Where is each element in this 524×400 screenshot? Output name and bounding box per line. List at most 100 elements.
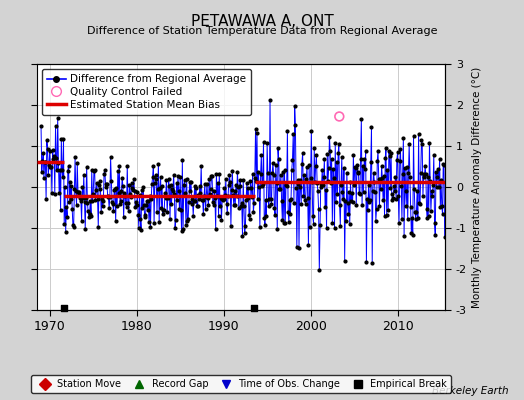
Point	[330, 174, 338, 181]
Point	[222, 201, 231, 207]
Point	[343, 170, 351, 176]
Point	[264, 170, 272, 176]
Point	[245, 212, 253, 218]
Point	[339, 196, 347, 202]
Point	[394, 193, 402, 199]
Point	[435, 156, 444, 162]
Point	[220, 196, 228, 202]
Point	[262, 213, 270, 219]
Point	[54, 159, 62, 166]
Point	[254, 196, 262, 202]
Point	[115, 163, 124, 170]
Point	[235, 205, 243, 212]
Point	[411, 216, 420, 222]
Point	[337, 154, 346, 160]
Point	[295, 244, 303, 251]
Point	[320, 156, 329, 162]
Point	[154, 161, 162, 167]
Point	[56, 167, 64, 174]
Legend: Station Move, Record Gap, Time of Obs. Change, Empirical Break: Station Move, Record Gap, Time of Obs. C…	[31, 375, 451, 393]
Point	[385, 148, 393, 154]
Point	[230, 202, 238, 208]
Point	[421, 163, 429, 170]
Point	[69, 222, 77, 229]
Point	[110, 208, 118, 214]
Point	[395, 220, 403, 226]
Point	[104, 193, 112, 200]
Point	[406, 173, 414, 180]
Point	[241, 223, 249, 230]
Point	[180, 177, 189, 183]
Point	[142, 202, 150, 208]
Point	[148, 174, 157, 180]
Point	[269, 172, 278, 178]
Point	[342, 218, 351, 224]
Point	[76, 195, 84, 202]
Point	[167, 201, 176, 208]
Point	[375, 202, 384, 209]
Point	[250, 200, 258, 206]
Point	[307, 175, 315, 181]
Point	[184, 199, 193, 206]
Point	[180, 182, 188, 188]
Point	[196, 190, 205, 196]
Point	[67, 196, 75, 202]
Point	[284, 209, 292, 216]
Point	[398, 171, 407, 177]
Point	[179, 226, 187, 232]
Point	[188, 200, 196, 207]
Point	[218, 196, 226, 202]
Point	[270, 204, 279, 211]
Point	[47, 164, 56, 170]
Point	[299, 192, 308, 199]
Point	[62, 204, 71, 211]
Point	[401, 188, 410, 194]
Point	[430, 151, 438, 158]
Point	[362, 259, 370, 265]
Point	[151, 172, 160, 178]
Point	[204, 202, 213, 208]
Point	[127, 194, 135, 200]
Point	[333, 190, 342, 197]
Point	[412, 209, 421, 216]
Point	[61, 228, 70, 235]
Point	[61, 184, 69, 190]
Point	[407, 204, 415, 210]
Point	[84, 208, 92, 214]
Point	[373, 206, 381, 212]
Point	[221, 192, 230, 198]
Point	[87, 213, 95, 220]
Point	[246, 178, 255, 184]
Point	[302, 176, 310, 182]
Point	[89, 191, 97, 197]
Point	[64, 162, 73, 169]
Point	[46, 148, 54, 154]
Point	[223, 210, 232, 216]
Point	[154, 186, 162, 192]
Point	[161, 190, 169, 196]
Point	[147, 196, 156, 202]
Point	[357, 116, 366, 122]
Point	[202, 194, 211, 200]
Point	[91, 167, 99, 173]
Point	[163, 209, 171, 216]
Point	[314, 206, 323, 212]
Point	[117, 188, 126, 194]
Point	[146, 192, 154, 199]
Point	[103, 181, 111, 188]
Point	[305, 224, 314, 231]
Point	[129, 176, 138, 183]
Point	[178, 228, 186, 234]
Point	[367, 159, 375, 165]
Point	[50, 152, 58, 159]
Point	[420, 174, 429, 180]
Point	[157, 205, 166, 211]
Point	[97, 196, 106, 202]
Point	[289, 131, 298, 137]
Point	[314, 187, 322, 194]
Point	[387, 150, 395, 156]
Point	[377, 185, 385, 192]
Point	[243, 194, 252, 201]
Point	[155, 219, 163, 225]
Point	[360, 156, 368, 162]
